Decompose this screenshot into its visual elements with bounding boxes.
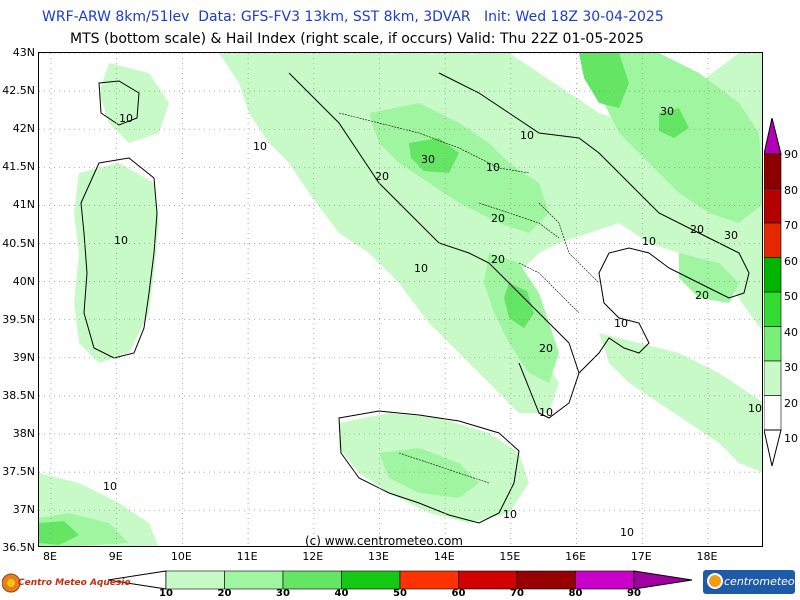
contour-label: 20 bbox=[539, 342, 553, 355]
copyright-text: (c) www.centrometeo.com bbox=[305, 534, 463, 548]
title-line-2: MTS (bottom scale) & Hail Index (right s… bbox=[70, 31, 644, 47]
mts-scale-label: 70 bbox=[510, 588, 524, 599]
contour-label: 10 bbox=[103, 480, 117, 493]
latitude-label: 42.5N bbox=[2, 84, 35, 98]
mts-shading-30 bbox=[39, 53, 689, 545]
contour-label: 30 bbox=[421, 153, 435, 166]
hail-scale-label: 60 bbox=[784, 254, 798, 268]
contour-label: 10 bbox=[114, 234, 128, 247]
longitude-label: 12E bbox=[302, 550, 324, 563]
longitude-label: 17E bbox=[630, 550, 652, 563]
latitude-label: 37.5N bbox=[2, 465, 35, 479]
contour-label: 10 bbox=[503, 508, 517, 521]
hail-scale-segment bbox=[764, 257, 782, 293]
mts-scale-segment bbox=[399, 570, 459, 590]
longitude-label: 14E bbox=[433, 550, 455, 563]
latitude-label: 40.5N bbox=[2, 236, 35, 250]
mts-scale-label: 10 bbox=[159, 588, 173, 599]
contour-label: 10 bbox=[119, 112, 133, 125]
latitude-label: 41N bbox=[12, 198, 35, 212]
hail-scale-label: 50 bbox=[784, 290, 798, 303]
contour-label: 30 bbox=[660, 105, 674, 118]
mts-scale-label: 80 bbox=[568, 588, 583, 599]
mts-scale-label: 40 bbox=[334, 588, 349, 599]
hail-scale-label: 70 bbox=[784, 219, 798, 232]
contour-label: 20 bbox=[695, 289, 709, 302]
contour-label: 20 bbox=[491, 253, 505, 266]
longitude-label: 8E bbox=[43, 550, 57, 563]
mts-scale-label: 20 bbox=[217, 588, 232, 599]
hail-scale-segment bbox=[764, 360, 782, 396]
scale-arrow-bottom bbox=[764, 429, 782, 467]
logo-left-label: Centro Meteo Aquesio bbox=[18, 578, 131, 588]
contour-label: 20 bbox=[690, 223, 704, 236]
longitude-label: 9E bbox=[108, 550, 123, 563]
latitude-label: 39N bbox=[12, 350, 35, 364]
longitude-label: 13E bbox=[368, 550, 389, 563]
mts-arrow-right bbox=[633, 570, 693, 590]
latitude-label: 43N bbox=[12, 46, 35, 59]
hail-scale-segment bbox=[764, 153, 782, 189]
contour-label: 10 bbox=[642, 235, 656, 248]
contour-label: 10 bbox=[486, 161, 500, 174]
longitude-label: 11E bbox=[236, 550, 258, 563]
latitude-label: 37N bbox=[12, 503, 35, 517]
contour-label: 30 bbox=[724, 229, 738, 242]
mts-scale-segment bbox=[458, 570, 518, 590]
hail-scale-segment bbox=[764, 395, 782, 431]
logo-right-label: centrometeo bbox=[724, 575, 795, 588]
contour-label: 10 bbox=[253, 140, 267, 153]
mts-scale-segment bbox=[224, 570, 284, 590]
hail-scale-label: 80 bbox=[784, 183, 798, 197]
hail-scale-label: 30 bbox=[784, 361, 798, 374]
latitude-label: 39.5N bbox=[2, 312, 35, 326]
hail-scale-segment bbox=[764, 188, 782, 224]
latitude-label: 40N bbox=[12, 274, 35, 288]
contour-label: 10 bbox=[620, 526, 634, 539]
hail-scale-label: 40 bbox=[784, 325, 798, 339]
latitude-label: 41.5N bbox=[2, 160, 35, 174]
hail-scale-label: 90 bbox=[784, 148, 798, 161]
hail-scale-segment bbox=[764, 222, 782, 258]
latitude-label: 38.5N bbox=[2, 388, 35, 402]
scale-arrow-top bbox=[764, 118, 782, 155]
latitude-label: 38N bbox=[12, 427, 35, 440]
contour-label: 10 bbox=[414, 262, 428, 275]
coastlines bbox=[80, 72, 750, 524]
mts-scale-label: 50 bbox=[393, 588, 407, 599]
mts-scale-segment bbox=[282, 570, 342, 590]
latitude-label: 42N bbox=[12, 122, 35, 136]
mts-scale-segment bbox=[575, 570, 635, 590]
contour-label: 20 bbox=[491, 212, 505, 225]
latitude-label: 36.5N bbox=[2, 541, 35, 555]
mts-scale-label: 90 bbox=[627, 588, 641, 599]
longitude-label: 10E bbox=[170, 550, 192, 563]
longitude-label: 15E bbox=[499, 550, 521, 563]
mts-scale-segment bbox=[341, 570, 401, 590]
mts-scale-label: 30 bbox=[276, 588, 290, 599]
region-borders bbox=[338, 112, 600, 484]
hail-scale-segment bbox=[764, 326, 782, 362]
contour-label: 10 bbox=[520, 129, 534, 142]
sun-icon bbox=[707, 573, 723, 589]
hail-index-scale bbox=[764, 118, 782, 467]
contour-label: 20 bbox=[375, 170, 389, 183]
map-panel bbox=[38, 52, 763, 547]
longitude-label: 18E bbox=[696, 550, 718, 563]
title-line-1: WRF-ARW 8km/51lev Data: GFS-FV3 13km, SS… bbox=[42, 9, 664, 25]
mts-scale-label: 60 bbox=[451, 588, 466, 599]
mts-scale bbox=[108, 570, 693, 590]
contour-label: 10 bbox=[614, 317, 628, 330]
map-canvas bbox=[39, 53, 762, 546]
hail-scale-segment bbox=[764, 291, 782, 327]
centro-meteo-aquesio-logo bbox=[2, 573, 21, 593]
hail-scale-label: 20 bbox=[784, 396, 798, 410]
hail-scale-label: 10 bbox=[784, 432, 798, 445]
contour-label: 10 bbox=[748, 402, 762, 415]
contour-label: 10 bbox=[539, 406, 553, 419]
mts-scale-segment bbox=[165, 570, 225, 590]
lat-lon-grid bbox=[39, 53, 762, 546]
longitude-label: 16E bbox=[565, 550, 587, 563]
mts-scale-segment bbox=[516, 570, 576, 590]
